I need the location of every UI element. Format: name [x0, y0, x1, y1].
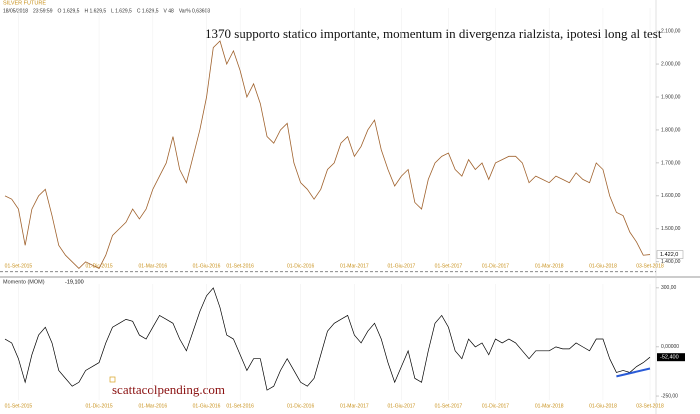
- y-tick-label: 1.700,00: [661, 160, 681, 166]
- x-tick-label: 03-Set-2018: [636, 263, 664, 269]
- x-tick-label: 01-Mar-2017: [340, 263, 369, 269]
- x-tick-label: 01-Giu-2017: [388, 263, 416, 269]
- x-tick-label: 01-Mar-2018: [535, 263, 564, 269]
- x-tick-label: 01-Dic-2015: [85, 403, 112, 409]
- info-item: 18/05/2018: [3, 8, 28, 14]
- momentum-line: [4, 287, 651, 391]
- trendline: [616, 367, 651, 378]
- x-tick-label: 01-Giu-2018: [589, 403, 617, 409]
- info-item: Var% 0,63603: [179, 8, 211, 14]
- momentum-title: Momento (MOM): [3, 279, 45, 285]
- x-tick-label: 01-Giu-2018: [589, 263, 617, 269]
- y-tick-label: 1.600,00: [661, 193, 681, 199]
- info-item: L 1.629,5: [111, 8, 132, 14]
- x-tick-label: 01-Giu-2017: [388, 403, 416, 409]
- price-marker: [656, 250, 684, 259]
- x-tick-label: 01-Dic-2016: [287, 263, 314, 269]
- chart-title: SILVER FUTURE: [3, 0, 46, 6]
- info-item: C 1.629,5: [137, 8, 159, 14]
- y-tick-label: -250,00: [661, 393, 678, 399]
- x-tick-label: 01-Set-2015: [5, 263, 33, 269]
- momentum-marker: [657, 353, 685, 362]
- x-tick-label: 01-Mar-2018: [535, 403, 564, 409]
- x-tick-label: 01-Set-2017: [435, 403, 463, 409]
- annotation: 1370 supporto statico importante, moment…: [205, 26, 662, 41]
- icon: [109, 376, 116, 383]
- price-line: [4, 40, 651, 269]
- x-tick-label: 01-Giu-2016: [193, 403, 221, 409]
- x-tick-label: 01-Dic-2017: [482, 403, 509, 409]
- x-tick-label: 01-Set-2016: [226, 263, 254, 269]
- y-tick-label: 1.800,00: [661, 127, 681, 133]
- x-tick-label: 01-Set-2015: [5, 403, 33, 409]
- x-tick-label: 01-Dic-2017: [482, 263, 509, 269]
- panel-separator: [0, 276, 700, 278]
- info-item: V 48: [164, 8, 175, 14]
- x-tick-label: 01-Mar-2016: [138, 263, 167, 269]
- momentum-marker-label: -52,400: [660, 355, 679, 361]
- watermark: scattacolpending.com: [112, 382, 225, 397]
- momentum-header-value: -19,100: [65, 279, 84, 285]
- x-tick-label: 01-Dic-2016: [287, 403, 314, 409]
- info-item: H 1.629,5: [84, 8, 106, 14]
- y-tick-label: 0,00000: [661, 344, 679, 350]
- price-marker-label: 1.422,0: [660, 252, 678, 258]
- info-item: 23:59:59: [33, 8, 53, 14]
- x-tick-label: 01-Mar-2016: [138, 403, 167, 409]
- y-tick-label: 1.900,00: [661, 94, 681, 100]
- x-tick-label: 01-Set-2017: [435, 263, 463, 269]
- x-tick-label: 03-Set-2018: [636, 403, 664, 409]
- y-tick-label: 2.000,00: [661, 61, 681, 67]
- y-tick-label: 300,00: [661, 285, 677, 291]
- info-item: O 1.629,5: [58, 8, 80, 14]
- x-tick-label: 01-Mar-2017: [340, 403, 369, 409]
- y-tick-label: 1.500,00: [661, 226, 681, 232]
- x-tick-label: 01-Giu-2016: [193, 263, 221, 269]
- y-tick-label: 2.100,00: [661, 28, 681, 34]
- x-tick-label: 01-Set-2016: [226, 403, 254, 409]
- x-tick-label: 01-Dic-2015: [85, 263, 112, 269]
- y-tick-label: 1.400,00: [661, 259, 681, 265]
